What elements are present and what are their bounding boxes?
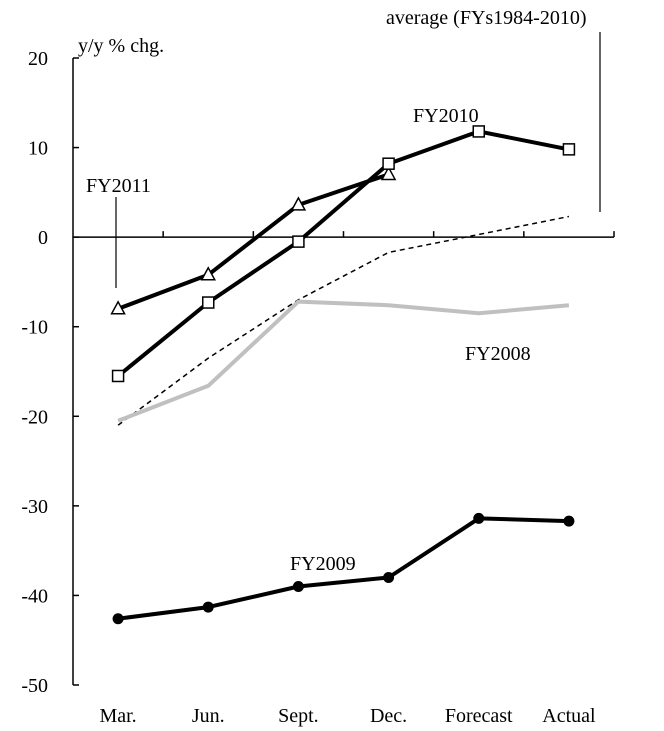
series-line-fy2008 xyxy=(117,299,570,423)
y-tick-label: -40 xyxy=(21,585,48,607)
x-tick-label: Jun. xyxy=(192,705,225,727)
y-tick-label: 20 xyxy=(28,48,48,70)
marker-fy2011 xyxy=(200,266,217,281)
y-axis-label: y/y % chg. xyxy=(78,35,164,57)
x-tick-label: Sept. xyxy=(278,705,319,727)
marker-fy2010 xyxy=(382,157,395,170)
series-line-fy2010 xyxy=(116,129,570,378)
marker-fy2009 xyxy=(473,512,485,524)
series-label-fy2009: FY2009 xyxy=(290,553,356,575)
y-tick-label: -20 xyxy=(21,406,48,428)
y-tick-label: -10 xyxy=(21,317,48,339)
y-tick-label: -30 xyxy=(21,496,48,518)
axes xyxy=(72,58,614,685)
marker-fy2009 xyxy=(292,580,304,592)
series-line-fy2009 xyxy=(117,516,569,621)
x-tick-label: Actual xyxy=(542,705,596,727)
series-label-average: average (FYs1984-2010) xyxy=(386,7,587,29)
series-label-fy2011: FY2011 xyxy=(86,175,151,197)
marker-fy2009 xyxy=(112,613,124,625)
series-label-fy2008: FY2008 xyxy=(465,343,531,365)
series-line-fy2011 xyxy=(117,172,390,311)
x-tick-label: Mar. xyxy=(99,705,136,727)
marker-fy2010 xyxy=(202,296,215,309)
series-line-average-fys1984-2010 xyxy=(117,215,570,426)
marker-fy2011 xyxy=(110,300,126,315)
x-tick-label: Forecast xyxy=(445,705,513,727)
y-tick-label: 10 xyxy=(28,138,48,160)
marker-fy2010 xyxy=(472,125,485,138)
marker-fy2009 xyxy=(383,572,395,584)
y-axis-ticks: 20 10 0 -10 -20 -30 -40 -50 xyxy=(21,48,79,697)
y-tick-label: -50 xyxy=(21,675,48,697)
marker-fy2009 xyxy=(563,515,575,527)
y-tick-label: 0 xyxy=(38,227,48,249)
series-lines xyxy=(116,129,570,621)
series-label-fy2010: FY2010 xyxy=(413,105,479,127)
x-axis-ticks: Mar. Jun. Sept. Dec. Forecast Actual xyxy=(99,231,615,727)
marker-fy2010 xyxy=(292,235,305,248)
marker-fy2009 xyxy=(202,601,214,613)
marker-fy2010 xyxy=(111,369,125,383)
series-markers xyxy=(110,125,576,625)
marker-fy2011 xyxy=(290,196,307,211)
marker-fy2010 xyxy=(562,143,576,156)
marker-fy2011 xyxy=(380,165,397,181)
x-tick-label: Dec. xyxy=(370,705,407,727)
annotation-leaders xyxy=(115,32,601,288)
